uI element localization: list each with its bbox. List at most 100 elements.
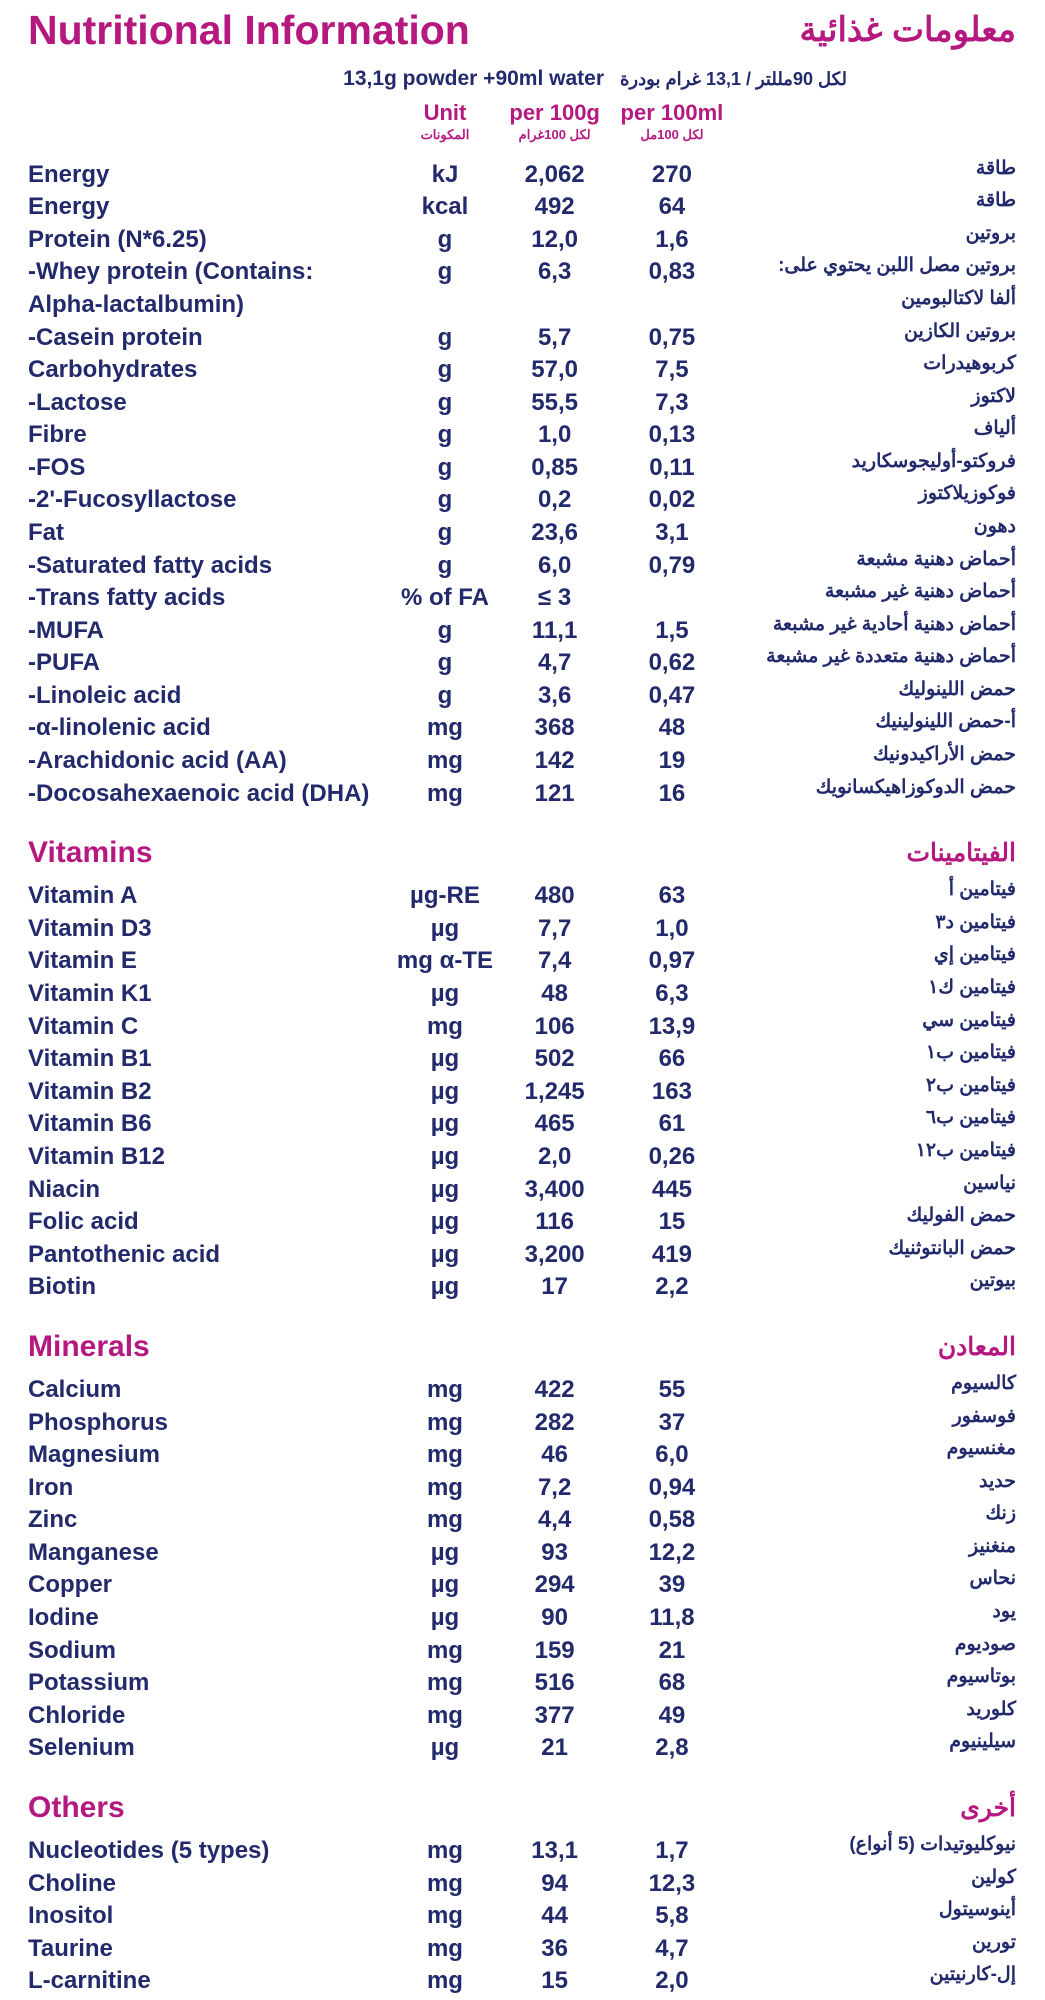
- cell-per100ml: 2,0: [655, 1967, 689, 1995]
- nutrient-name-ar: حمض البانتوثنيك: [888, 1237, 1016, 1259]
- nutrient-name: Manganese: [28, 1538, 159, 1566]
- nutrient-name: Protein (N*6.25): [28, 225, 207, 253]
- cell-per100ml: 19: [658, 747, 686, 775]
- column-header-ar: لكل 100غرام: [518, 127, 591, 143]
- nutrient-name-ar: يود: [992, 1600, 1016, 1622]
- cell-per100ml: 11,8: [649, 1603, 695, 1631]
- cell-per100ml: 21: [658, 1636, 686, 1664]
- cell-unit: µg-RE: [410, 882, 480, 910]
- nutrient-name: Inositol: [28, 1902, 114, 1930]
- cell-per100ml: 13,9: [648, 1012, 696, 1040]
- cell-per100ml: 1,5: [655, 616, 689, 644]
- nutrient-name: Carbohydrates: [28, 356, 198, 384]
- cell-per100ml: 15: [658, 1208, 686, 1236]
- nutrient-name-ar: كلوريد: [966, 1698, 1016, 1720]
- cell-per100ml: 48: [658, 714, 686, 742]
- section-heading-ar: المعادن: [937, 1332, 1016, 1361]
- cell-per100ml: 5,8: [655, 1902, 689, 1930]
- cell-per100g: 422: [534, 1375, 575, 1403]
- cell-unit: mg: [426, 1869, 463, 1897]
- cell-per100g: 7,4: [537, 947, 572, 975]
- cell-per100ml: 1,7: [655, 1836, 689, 1864]
- nutrient-name: Iron: [28, 1473, 74, 1501]
- cell-per100g: 12,0: [531, 225, 578, 253]
- cell-per100g: 159: [534, 1636, 575, 1664]
- column-header: per 100g: [509, 100, 600, 126]
- cell-unit: g: [437, 356, 453, 384]
- cell-unit: µg: [430, 1045, 460, 1073]
- nutrient-name: Potassium: [28, 1669, 150, 1697]
- nutrient-name-ar: بروتين: [965, 222, 1016, 244]
- cell-per100g: 3,6: [537, 681, 572, 709]
- nutrient-name: -Linoleic acid: [28, 681, 182, 709]
- cell-per100ml: 55: [658, 1375, 686, 1403]
- nutrient-name-ar: فيتامين أ: [948, 879, 1016, 901]
- cell-per100g: 36: [541, 1934, 568, 1962]
- nutrient-name: -MUFA: [28, 616, 104, 644]
- cell-unit: µg: [430, 1538, 460, 1566]
- cell-per100g: 94: [541, 1869, 568, 1897]
- column-header: per 100ml: [620, 100, 724, 126]
- cell-unit: mg α-TE: [396, 947, 494, 975]
- nutrient-name: -Saturated fatty acids: [28, 551, 273, 579]
- nutrient-name: -2'-Fucosyllactose: [28, 486, 237, 514]
- cell-unit: mg: [426, 1836, 463, 1864]
- nutrient-name-ar: لاكتوز: [971, 385, 1016, 407]
- nutrient-name: Chloride: [28, 1701, 126, 1729]
- cell-per100g: 5,7: [537, 323, 572, 351]
- cell-per100g: 93: [541, 1538, 568, 1566]
- cell-per100g: 6,0: [537, 551, 572, 579]
- nutrient-name: Magnesium: [28, 1441, 161, 1469]
- cell-per100ml: 39: [658, 1571, 686, 1599]
- nutrient-name-ar: كولين: [971, 1866, 1016, 1888]
- cell-per100ml: 445: [651, 1175, 692, 1203]
- cell-per100g: 492: [534, 193, 575, 221]
- cell-per100g: 121: [534, 779, 575, 807]
- cell-unit: g: [437, 551, 453, 579]
- cell-per100ml: 0,94: [648, 1473, 696, 1501]
- nutrient-name: Pantothenic acid: [28, 1240, 221, 1268]
- cell-per100ml: 163: [651, 1077, 692, 1105]
- nutrient-name-ar: بوتاسيوم: [946, 1666, 1016, 1688]
- nutrient-name-ar: أحماض دهنية متعددة غير مشبعة: [766, 646, 1016, 668]
- nutrient-name-ar: كالسيوم: [951, 1372, 1016, 1394]
- nutrient-name-ar: أحماض دهنية أحادية غير مشبعة: [772, 613, 1016, 635]
- nutrient-name-ar: بروتين مصل اللبن يحتوي على:: [778, 255, 1016, 277]
- nutrient-name: Copper: [28, 1571, 112, 1599]
- nutrient-name-ar: إل-كارنيتين: [929, 1964, 1016, 1986]
- nutrient-name-ar: منغنيز: [968, 1535, 1016, 1557]
- cell-per100ml: 419: [651, 1240, 692, 1268]
- nutrient-name-ar: زنك: [985, 1503, 1016, 1525]
- cell-per100g: 48: [541, 980, 568, 1008]
- cell-per100g: 17: [541, 1273, 568, 1301]
- cell-unit: µg: [430, 914, 460, 942]
- nutrient-name: Vitamin B12: [28, 1142, 165, 1170]
- cell-per100g: 57,0: [531, 356, 578, 384]
- cell-per100g: 3,200: [524, 1240, 585, 1268]
- cell-per100g: 142: [534, 747, 575, 775]
- nutrient-name: Energy: [28, 160, 110, 188]
- title: Nutritional Information: [28, 7, 470, 53]
- cell-unit: µg: [430, 1240, 460, 1268]
- nutrient-name-ar: فيتامين ب١: [925, 1042, 1016, 1064]
- nutrient-name: Vitamin D3: [28, 914, 152, 942]
- nutrient-name-ar: فيتامين ك١: [928, 977, 1016, 999]
- nutrient-name-ar: طاقة: [975, 190, 1016, 212]
- cell-per100g: 90: [541, 1603, 568, 1631]
- nutrient-name-ar: بيوتين: [969, 1270, 1016, 1292]
- cell-per100ml: 16: [658, 779, 686, 807]
- cell-per100ml: 63: [658, 882, 686, 910]
- cell-per100g: 4,4: [537, 1506, 572, 1534]
- cell-per100ml: 7,5: [655, 356, 689, 384]
- nutrient-name-ar: حمض اللينوليك: [898, 678, 1016, 700]
- nutrient-name: L-carnitine: [28, 1967, 151, 1995]
- cell-per100g: 2,0: [537, 1142, 572, 1170]
- cell-per100g: 4,7: [537, 649, 572, 677]
- nutrient-name: Vitamin B2: [28, 1077, 152, 1105]
- cell-per100ml: 6,0: [655, 1441, 689, 1469]
- cell-unit: mg: [426, 1636, 463, 1664]
- cell-per100ml: 0,11: [649, 453, 695, 481]
- cell-unit: mg: [426, 1669, 463, 1697]
- cell-per100ml: 7,3: [655, 388, 689, 416]
